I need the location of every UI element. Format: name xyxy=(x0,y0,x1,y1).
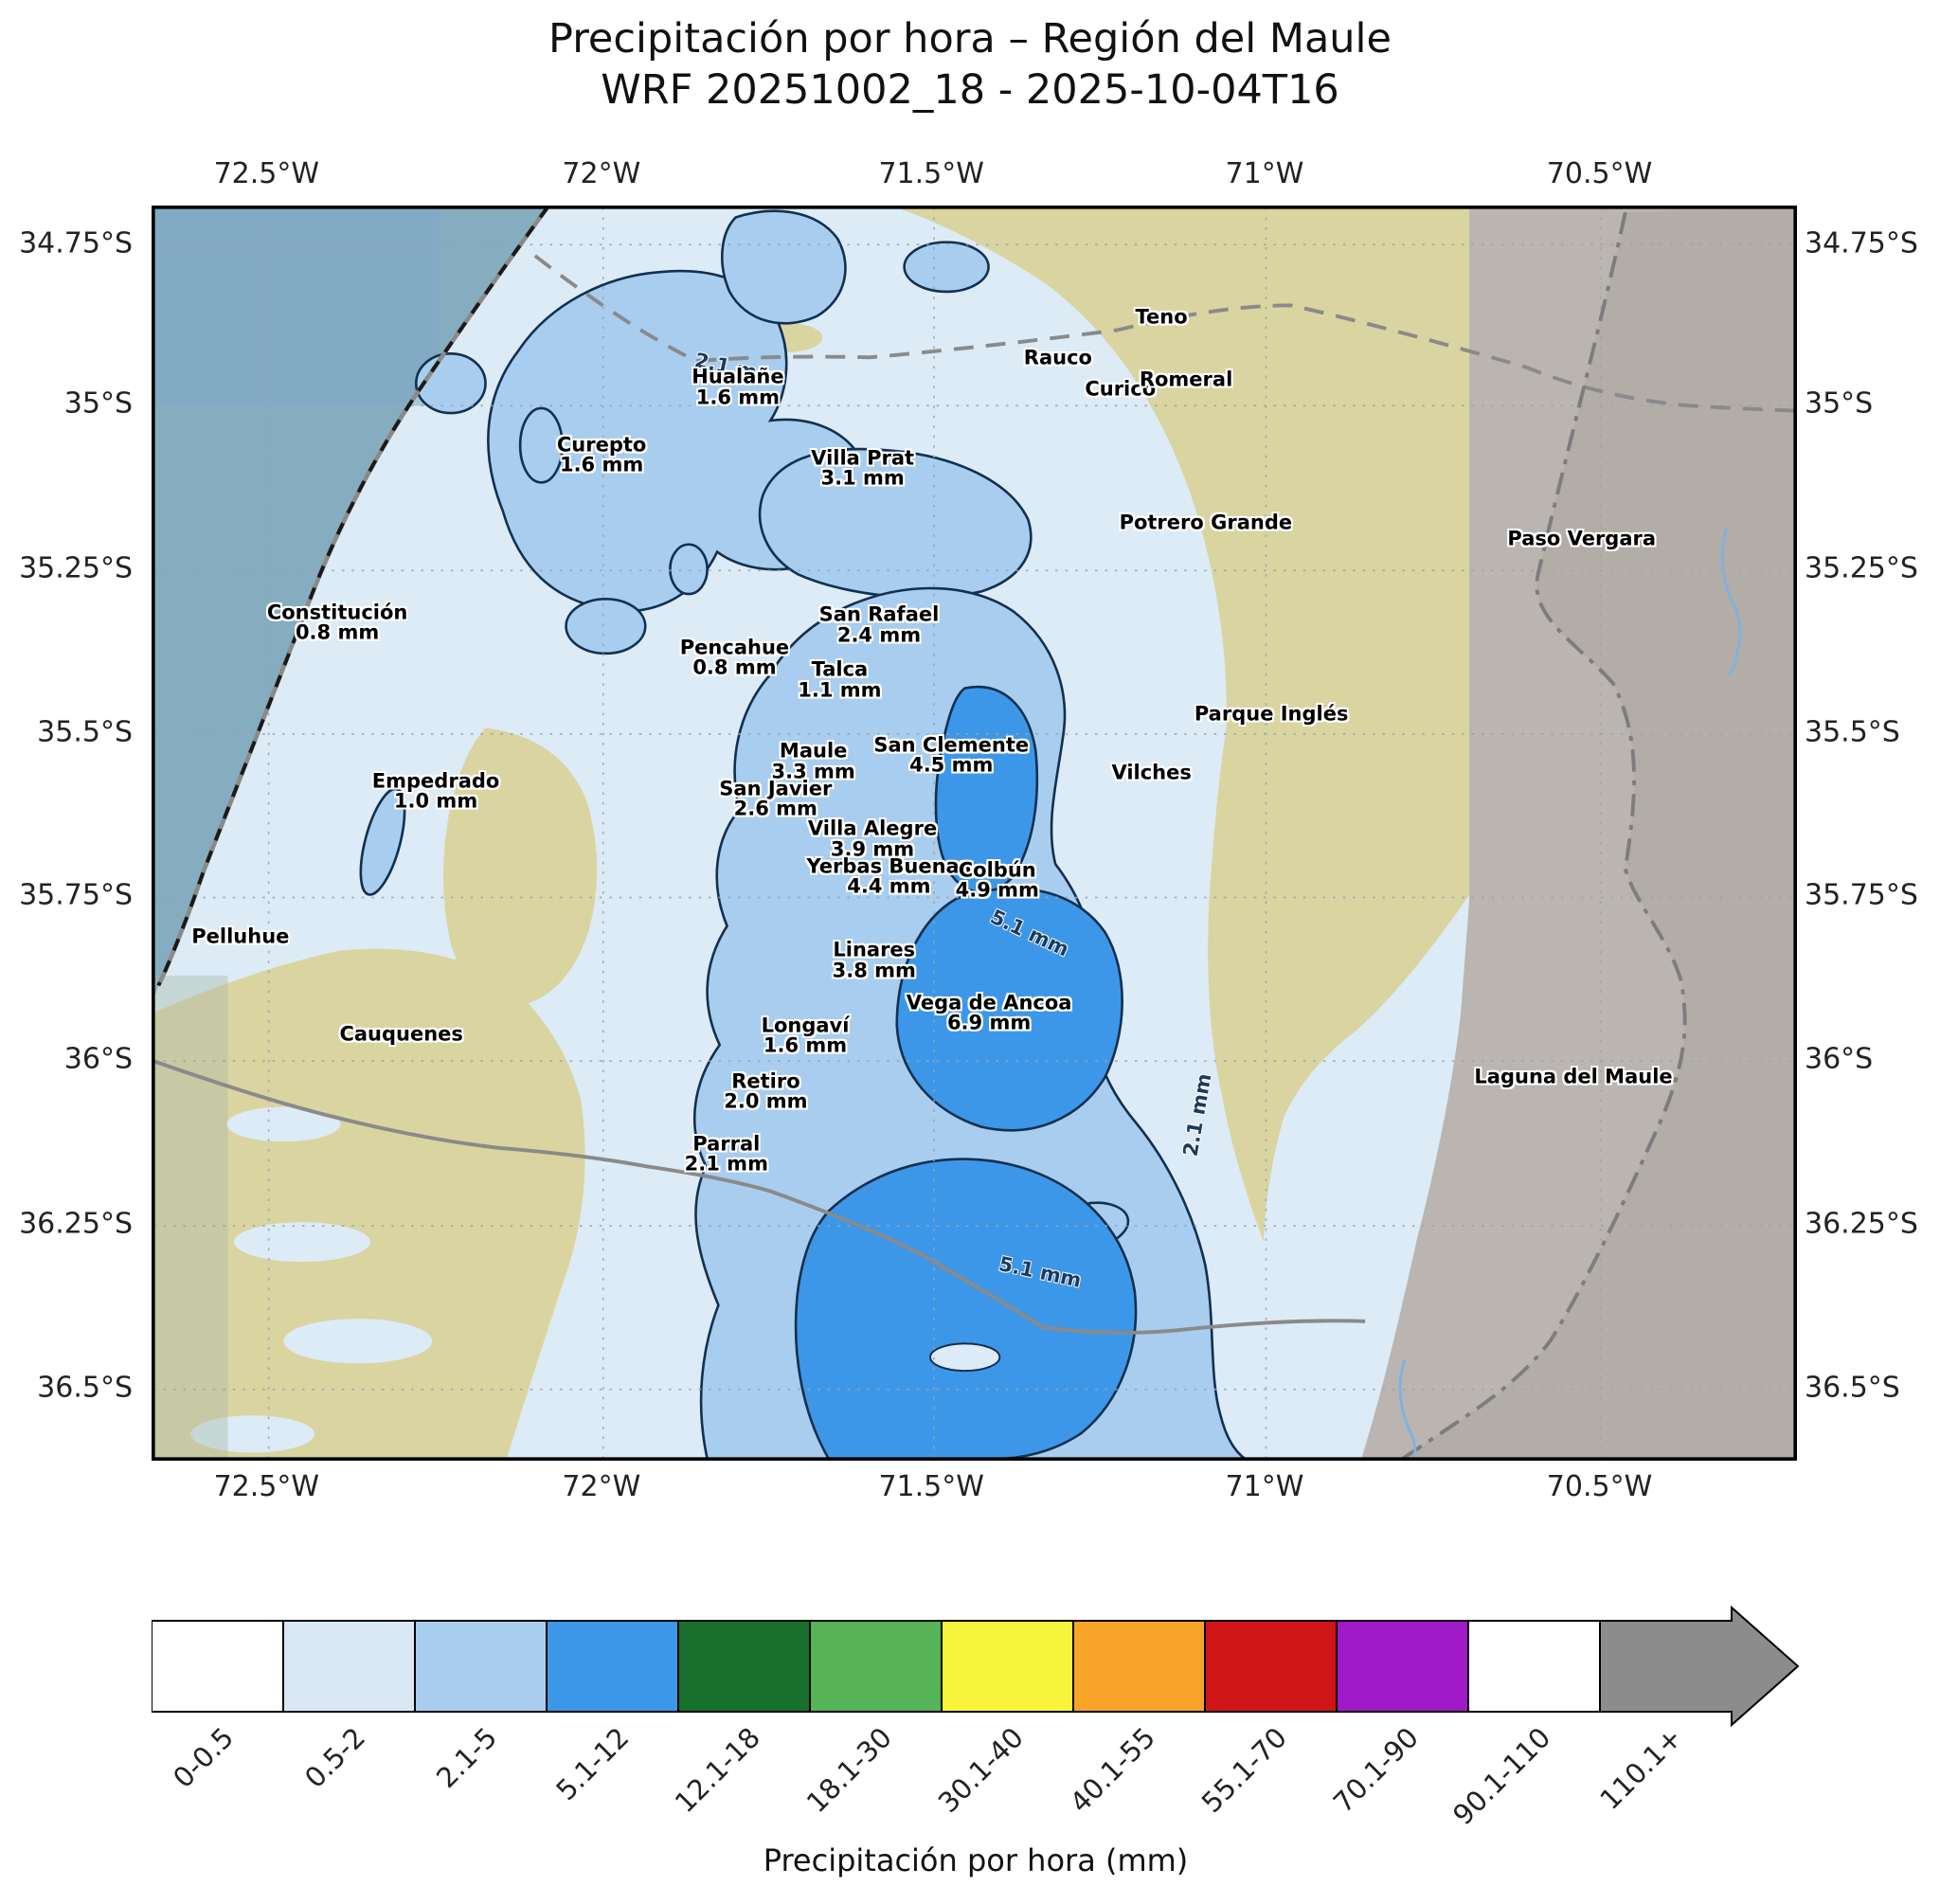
x-tick-label: 70.5°W xyxy=(1546,1470,1653,1503)
y-axis-right: 34.75°S 35°S 35.25°S 35.5°S 35.75°S 36°S 36.25… xyxy=(1805,206,1940,1457)
coast-shade xyxy=(153,975,228,1459)
east-border-shade xyxy=(1402,207,1795,1459)
x-tick-label: 72.5°W xyxy=(213,1470,320,1503)
x-tick-label: 70.5°W xyxy=(1546,157,1653,190)
y-tick-label: 34.75°S xyxy=(1805,226,1918,260)
colorbar-segment-55.1-70 xyxy=(1204,1620,1338,1713)
colorbar-caption: Precipitación por hora (mm) xyxy=(763,1842,1189,1878)
precip-2-5-blob-w1 xyxy=(414,352,487,415)
x-tick-label: 71.5°W xyxy=(878,1470,984,1503)
precip-5-12-blob-san-clemente xyxy=(934,685,1039,894)
figure-title: Precipitación por hora – Región del Maul… xyxy=(548,15,1392,63)
colorbar-range-label: 5.1-12 xyxy=(548,1721,636,1807)
y-tick-label: 35°S xyxy=(63,386,133,421)
precip-2-5-blob-villa-prat xyxy=(758,447,1033,600)
y-tick-label: 34.75°S xyxy=(19,226,133,260)
y-tick-label: 36°S xyxy=(1805,1042,1874,1076)
x-tick-label: 71°W xyxy=(1225,157,1304,190)
y-axis-left: 34.75°S 35°S 35.25°S 35.5°S 35.75°S 36°S 36.25… xyxy=(0,206,142,1457)
colorbar-range-label: 0.5-2 xyxy=(297,1721,372,1795)
y-tick-label: 36°S xyxy=(63,1042,133,1076)
colorbar-range-label: 110.1+ xyxy=(1593,1721,1689,1816)
colorbar-range-label: 40.1-55 xyxy=(1063,1721,1162,1820)
y-tick-label: 35.25°S xyxy=(19,551,133,585)
tan-patch-midwest xyxy=(443,727,598,1007)
border-north xyxy=(533,254,1795,413)
tan-region-southwest xyxy=(153,948,585,1459)
colorbar-range-label: 30.1-40 xyxy=(931,1721,1031,1820)
figure-subtitle: WRF 20251002_18 - 2025-10-04T16 xyxy=(601,66,1339,114)
y-tick-label: 35.5°S xyxy=(37,715,133,749)
precip-2-5-blob-w4 xyxy=(669,543,709,596)
andes-region xyxy=(1361,207,1795,1459)
y-tick-label: 36.25°S xyxy=(19,1207,133,1241)
colorbar-segment-5.1-12 xyxy=(546,1620,679,1713)
precip-2-5-blob-empedrado xyxy=(359,787,406,896)
x-axis-bottom: 72.5°W 72°W 71.5°W 71°W 70.5°W xyxy=(152,1470,1793,1508)
colorbar-segment-0.5-2 xyxy=(282,1620,416,1713)
lake-3 xyxy=(283,1319,433,1364)
y-tick-label: 35.75°S xyxy=(19,878,133,912)
y-tick-label: 36.25°S xyxy=(1805,1207,1918,1241)
x-tick-label: 72°W xyxy=(562,1470,641,1503)
coastline xyxy=(156,207,549,987)
colorbar-segment-18.1-30 xyxy=(809,1620,943,1713)
x-tick-label: 71°W xyxy=(1225,1470,1304,1503)
colorbar-segment-30.1-40 xyxy=(941,1620,1074,1713)
colorbar xyxy=(152,1606,1800,1728)
precip-2-5-blob-ne-small xyxy=(903,241,990,294)
graticule xyxy=(153,207,1795,1459)
colorbar-segment-110.1+ xyxy=(1599,1606,1800,1728)
map: 2.1 mm 5.1 mm 2.1 mm 5.1 mm Teno Rauco Curicó… xyxy=(152,206,1797,1461)
y-tick-label: 35.5°S xyxy=(1805,715,1900,749)
lake-4 xyxy=(190,1415,315,1453)
precip-2-5-blob-w2 xyxy=(518,406,564,484)
x-tick-label: 72°W xyxy=(562,157,641,190)
lake-2 xyxy=(234,1222,370,1263)
precip-2-5-blob-w3 xyxy=(565,597,647,656)
colorbar-range-label: 12.1-18 xyxy=(668,1721,767,1820)
ocean-shade xyxy=(153,207,439,406)
precip-hole-south xyxy=(929,1342,1001,1373)
road-south xyxy=(153,1059,1366,1335)
colorbar-segment-70.1-90 xyxy=(1336,1620,1469,1713)
colorbar-labels: 0-0.5 0.5-2 2.1-5 5.1-12 12.1-18 18.1-30 30.1-… xyxy=(0,1721,1940,1844)
colorbar-range-label: 90.1-110 xyxy=(1446,1721,1557,1832)
colorbar-segment-90.1-110 xyxy=(1467,1620,1601,1713)
x-tick-label: 71.5°W xyxy=(878,157,984,190)
lake-1 xyxy=(226,1106,341,1142)
x-tick-label: 72.5°W xyxy=(213,157,320,190)
colorbar-range-label: 55.1-70 xyxy=(1195,1721,1294,1820)
precip-2-5-blob-north xyxy=(721,209,847,325)
x-axis-top: 72.5°W 72°W 71.5°W 71°W 70.5°W xyxy=(152,157,1793,195)
colorbar-range-label: 18.1-30 xyxy=(799,1721,899,1820)
y-tick-label: 36.5°S xyxy=(1805,1371,1900,1405)
colorbar-segment-40.1-55 xyxy=(1072,1620,1206,1713)
map-canvas xyxy=(153,207,1795,1459)
colorbar-segment-2.1-5 xyxy=(414,1620,548,1713)
rivers xyxy=(1398,527,1741,1459)
colorbar-range-label: 70.1-90 xyxy=(1326,1721,1426,1820)
precip-5-12-blob-vega-de-ancoa xyxy=(895,887,1123,1132)
y-tick-label: 35.75°S xyxy=(1805,878,1918,912)
colorbar-segment-0-0.5 xyxy=(152,1620,284,1713)
precip-5-12-blob-south xyxy=(794,1158,1138,1459)
tan-region-north xyxy=(896,207,1470,1243)
y-tick-label: 35°S xyxy=(1805,386,1874,421)
y-tick-label: 36.5°S xyxy=(37,1371,133,1405)
y-tick-label: 35.25°S xyxy=(1805,551,1918,585)
colorbar-range-label: 0-0.5 xyxy=(166,1721,241,1795)
colorbar-range-label: 2.1-5 xyxy=(429,1721,504,1795)
colorbar-segment-12.1-18 xyxy=(677,1620,811,1713)
